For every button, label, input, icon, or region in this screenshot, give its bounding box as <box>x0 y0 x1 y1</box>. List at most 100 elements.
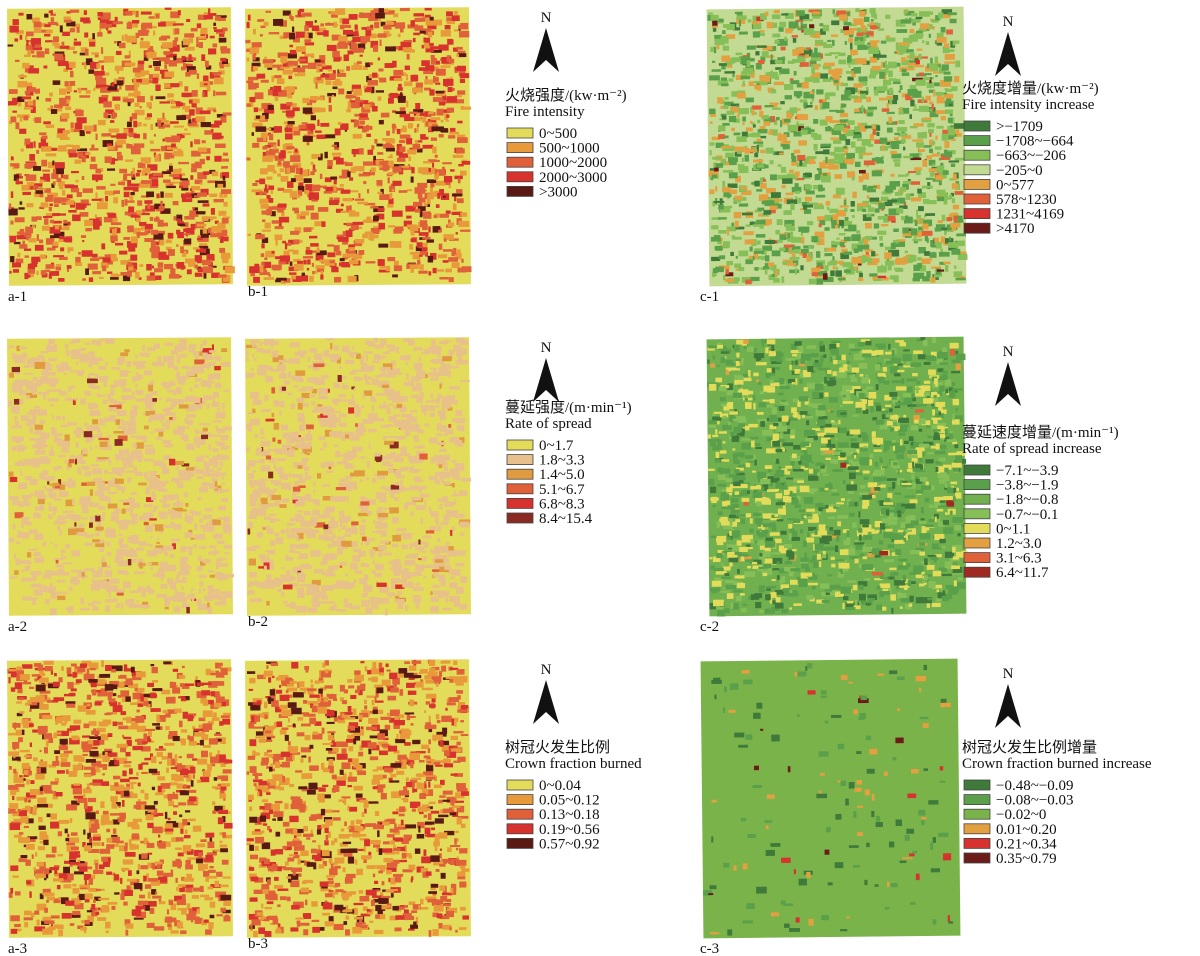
map-cell <box>800 99 808 102</box>
map-cell <box>112 229 117 235</box>
map-cell <box>283 70 293 75</box>
map-cell <box>101 133 111 136</box>
map-cell <box>152 179 158 186</box>
map-cell <box>32 225 36 228</box>
map-cell <box>193 247 200 249</box>
map-cell <box>275 226 284 229</box>
map-cell <box>194 384 198 388</box>
map-cell <box>212 72 221 74</box>
map-cell <box>152 266 154 269</box>
map-cell <box>870 202 877 204</box>
map-cell <box>60 25 63 32</box>
map-cell <box>176 115 186 120</box>
map-cell <box>261 133 268 138</box>
map-cell <box>280 67 290 69</box>
map-cell <box>118 540 123 545</box>
map-cell <box>47 481 49 484</box>
map-cell <box>902 69 907 72</box>
map-cell <box>912 139 923 142</box>
map-cell <box>96 178 99 181</box>
map-cell <box>21 148 24 151</box>
map-cell <box>310 243 319 247</box>
map-cell <box>179 339 187 345</box>
map-cell <box>173 40 177 47</box>
map-cell <box>108 435 111 438</box>
map-cell <box>760 150 765 154</box>
map-cell <box>33 166 41 171</box>
map-cell <box>741 187 748 190</box>
map-cell <box>881 41 887 44</box>
map-cell <box>456 47 462 50</box>
map-cell <box>195 355 199 359</box>
map-cell <box>59 592 67 595</box>
map-cell <box>903 147 905 151</box>
map-cell <box>119 169 127 174</box>
map-cell <box>216 425 219 431</box>
map-cell <box>742 117 746 122</box>
map-cell <box>887 200 897 203</box>
map-cell <box>223 153 228 156</box>
map-cell <box>346 109 351 113</box>
map-cell <box>48 195 54 200</box>
map-cell <box>809 24 814 28</box>
map-cell <box>386 20 392 25</box>
map-cell <box>132 453 143 460</box>
map-cell <box>923 117 932 120</box>
map-cell <box>169 459 175 466</box>
map-cell <box>69 62 76 68</box>
map-cell <box>136 398 145 401</box>
map-cell <box>115 439 123 446</box>
map-cell <box>943 94 949 97</box>
map-cell <box>792 35 798 37</box>
map-cell <box>845 217 849 221</box>
map-cell <box>381 113 390 118</box>
map-cell <box>395 241 402 248</box>
map-cell <box>859 11 865 17</box>
map-cell <box>82 466 89 470</box>
map-cell <box>33 513 41 518</box>
map-cell <box>789 170 794 173</box>
map-cell <box>58 278 64 282</box>
map-cell <box>181 354 186 357</box>
map-cell <box>834 174 842 179</box>
map-cell <box>358 250 364 255</box>
map-cell <box>320 123 329 127</box>
map-cell <box>338 88 344 94</box>
map-cell <box>278 161 281 165</box>
map-cell <box>779 234 786 240</box>
map-cell <box>839 220 844 226</box>
map-cell <box>287 92 292 99</box>
map-cell <box>764 200 774 206</box>
map-cell <box>893 159 900 162</box>
map-cell <box>10 256 14 262</box>
map-cell <box>50 608 57 615</box>
map-cell <box>946 98 951 102</box>
map-cell <box>274 126 282 133</box>
map-cell <box>914 167 922 171</box>
map-cell <box>190 387 193 391</box>
map-cell <box>715 246 722 251</box>
map-cell <box>936 126 943 129</box>
map-cell <box>198 36 206 39</box>
map-cell <box>40 585 47 592</box>
map-cell <box>784 84 793 90</box>
map-cell <box>329 105 332 112</box>
map-cell <box>62 190 65 196</box>
map-cell <box>302 273 305 276</box>
map-cell <box>399 146 405 152</box>
map-cell <box>144 445 153 448</box>
map-cell <box>425 8 432 11</box>
map-cell <box>82 176 85 180</box>
map-cell <box>55 344 57 349</box>
map-cell <box>204 363 210 365</box>
map-cell <box>201 54 205 61</box>
map-cell <box>53 242 59 247</box>
map-cell <box>18 13 23 16</box>
map-cell <box>958 241 965 246</box>
map-cell <box>387 204 393 208</box>
map-cell <box>393 229 402 234</box>
map-cell <box>735 12 743 14</box>
map-cell <box>752 110 755 115</box>
map-cell <box>953 205 959 210</box>
map-cell <box>447 55 450 61</box>
